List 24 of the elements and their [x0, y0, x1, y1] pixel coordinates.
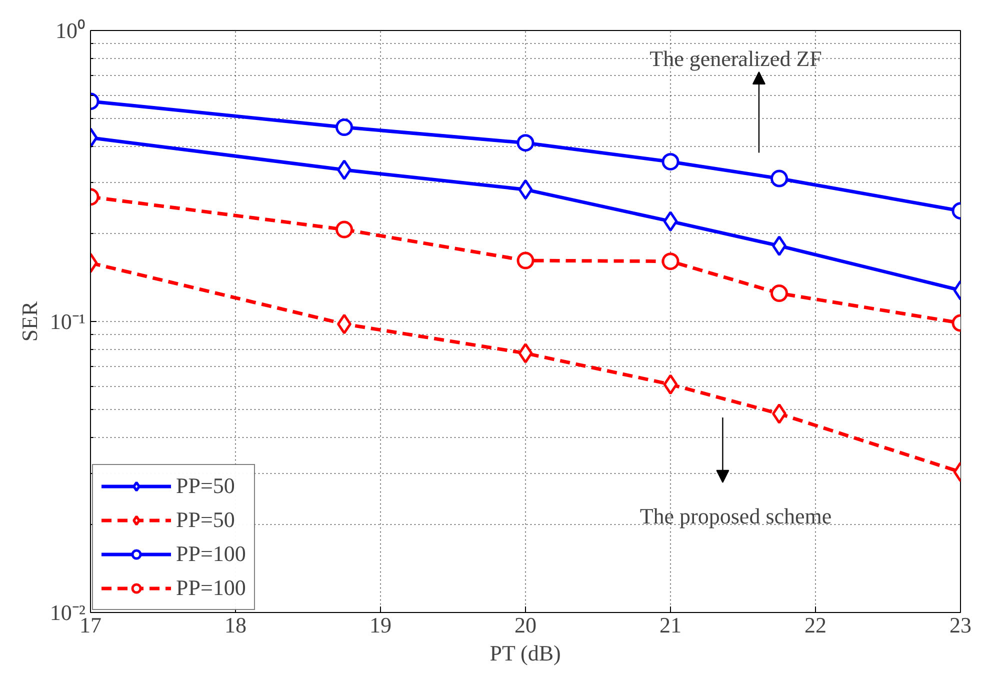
x-tick-label: 21 [660, 612, 682, 638]
legend-label: PP=100 [176, 575, 246, 601]
y-tick-label: 10⁻¹ [50, 309, 86, 334]
point [518, 342, 533, 364]
x-axis-title: PT (dB) [490, 640, 561, 666]
point [662, 153, 680, 170]
x-tick-label: 18 [224, 612, 246, 638]
x-tick-label: 19 [370, 612, 392, 638]
point [516, 252, 534, 270]
legend-label: PP=50 [176, 507, 235, 533]
y-tick-label: 10⁰ [56, 18, 86, 43]
point [663, 374, 678, 395]
point [516, 134, 534, 152]
point [518, 179, 533, 200]
annotation: The proposed scheme [640, 503, 832, 528]
x-tick-label: 20 [514, 612, 536, 638]
legend-label: PP=50 [176, 473, 235, 499]
x-tick-label: 22 [804, 612, 826, 638]
legend-label: PP=100 [176, 541, 246, 567]
point [662, 252, 680, 270]
x-tick-label: 23 [950, 612, 972, 638]
point [663, 211, 678, 232]
annotation: The generalized ZF [650, 46, 822, 72]
y-axis-title: SER [16, 301, 42, 342]
